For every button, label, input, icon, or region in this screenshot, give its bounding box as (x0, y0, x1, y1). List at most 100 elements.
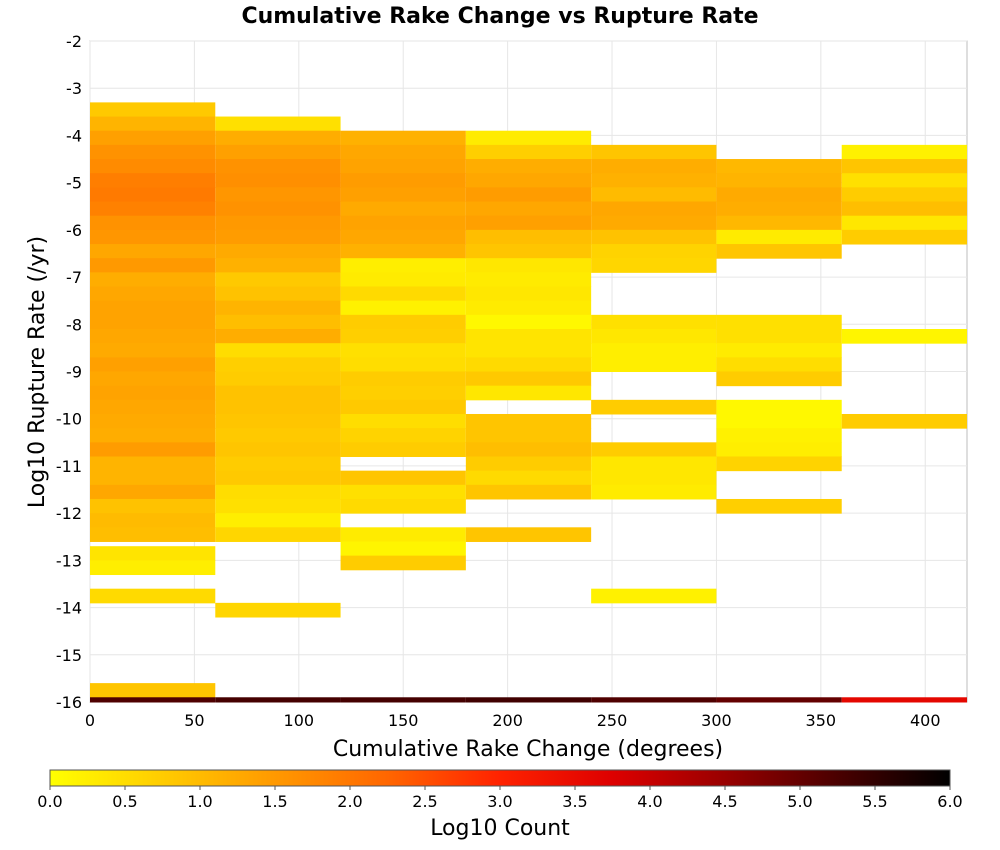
heatmap-cell (215, 357, 341, 372)
x-axis-label: Cumulative Rake Change (degrees) (333, 737, 723, 762)
heatmap-cell (90, 513, 216, 528)
heatmap-cell (340, 173, 466, 188)
heatmap-cell (215, 371, 341, 387)
y-tick-label: -4 (66, 126, 82, 145)
heatmap-cell (90, 116, 216, 132)
heatmap-cell (465, 244, 592, 259)
heatmap-cell (340, 470, 466, 486)
colorbar-tick-label: 0.5 (112, 792, 137, 811)
heatmap-cell (340, 484, 466, 500)
heatmap-cell (465, 187, 592, 203)
colorbar-label: Log10 Count (430, 816, 570, 841)
heatmap-cell (90, 229, 216, 245)
heatmap-cell (465, 159, 592, 174)
colorbar-tick-label: 4.0 (637, 792, 662, 811)
heatmap-cell (215, 456, 341, 472)
heatmap-cell (340, 371, 466, 387)
heatmap-cell (465, 442, 592, 457)
colorbar-tick-label: 2.5 (412, 792, 437, 811)
heatmap-cell (465, 343, 592, 358)
heatmap-cell (90, 144, 216, 160)
heatmap-cell (215, 116, 341, 132)
y-tick-label: -7 (66, 268, 82, 287)
heatmap-cell (340, 527, 466, 542)
heatmap-cell (340, 428, 466, 443)
colorbar-tick-label: 1.0 (187, 792, 212, 811)
heatmap-cell (340, 244, 466, 259)
heatmap-cell (716, 357, 842, 372)
heatmap-cell (465, 258, 592, 273)
heatmap-cell (90, 357, 216, 372)
heatmap-cell (591, 244, 717, 259)
heatmap-cell (841, 229, 967, 245)
colorbar-tick-label: 3.5 (562, 792, 587, 811)
heatmap-cell (716, 428, 842, 443)
y-tick-label: -2 (66, 32, 82, 51)
heatmap-cell (215, 527, 341, 542)
heatmap-cell (841, 215, 967, 231)
heatmap-cell (90, 244, 216, 259)
chart-title: Cumulative Rake Change vs Rupture Rate (241, 4, 758, 29)
heatmap-cell (340, 314, 466, 330)
y-tick-label: -16 (56, 693, 82, 712)
heatmap-cell (90, 588, 216, 604)
heatmap-cell (716, 456, 842, 472)
heatmap-cell (716, 244, 842, 259)
heatmap-cell (716, 697, 842, 703)
heatmap-cell (465, 314, 592, 330)
heatmap-cell (340, 286, 466, 302)
heatmap-cell (465, 130, 592, 146)
heatmap-cell (716, 343, 842, 358)
heatmap-cell (591, 697, 717, 703)
heatmap-cell (591, 187, 717, 203)
heatmap-cell (716, 399, 842, 415)
colorbar-tick-label: 1.5 (262, 792, 287, 811)
heatmap-cell (465, 484, 592, 500)
y-tick-label: -12 (56, 504, 82, 523)
y-tick-label: -10 (56, 410, 82, 429)
heatmap-cell (591, 343, 717, 358)
heatmap-cell (716, 201, 842, 217)
heatmap-cell (215, 385, 341, 401)
y-tick-label: -11 (56, 457, 82, 476)
heatmap-cell (215, 399, 341, 415)
heatmap-cell (340, 201, 466, 217)
heatmap-cell (215, 484, 341, 500)
y-tick-label: -5 (66, 174, 82, 193)
y-tick-label: -14 (56, 599, 82, 618)
colorbar (49, 769, 951, 787)
heatmap-cell (340, 229, 466, 245)
colorbar-tick-label: 4.5 (712, 792, 737, 811)
x-tick-label: 400 (910, 711, 941, 730)
heatmap-cell (215, 697, 341, 703)
heatmap-cell (841, 187, 967, 203)
heatmap-cell (90, 697, 216, 703)
heatmap-cell (465, 215, 592, 231)
heatmap-cell (465, 470, 592, 486)
colorbar-tick-label: 5.0 (787, 792, 812, 811)
heatmap-cell (591, 484, 717, 500)
heatmap-cell (215, 513, 341, 528)
heatmap-cell (465, 456, 592, 472)
colorbar-tick-labels: 0.0 0.5 1.0 1.5 2.0 2.5 3.0 3.5 4.0 4.5 5.0 5.5 6.0 (37, 786, 963, 811)
heatmap-cell (90, 314, 216, 330)
heatmap-cell (465, 272, 592, 288)
heatmap-cell (90, 470, 216, 486)
heatmap-cell (90, 187, 216, 203)
heatmap-cell (215, 470, 341, 486)
heatmap-cell (90, 385, 216, 401)
heatmap-cell (340, 144, 466, 160)
heatmap-cell (591, 215, 717, 231)
heatmap-cell (591, 329, 717, 344)
y-tick-label: -3 (66, 79, 82, 98)
heatmap-cell (340, 159, 466, 174)
heatmap-cell (215, 602, 341, 618)
heatmap-cell (215, 258, 341, 273)
heatmap-cell (841, 201, 967, 217)
heatmap-cell (591, 399, 717, 415)
heatmap-cell (340, 697, 466, 703)
y-tick-label: -9 (66, 363, 82, 382)
heatmap-cell (340, 399, 466, 415)
y-axis-label: Log10 Rupture Rate (/yr) (25, 236, 50, 508)
